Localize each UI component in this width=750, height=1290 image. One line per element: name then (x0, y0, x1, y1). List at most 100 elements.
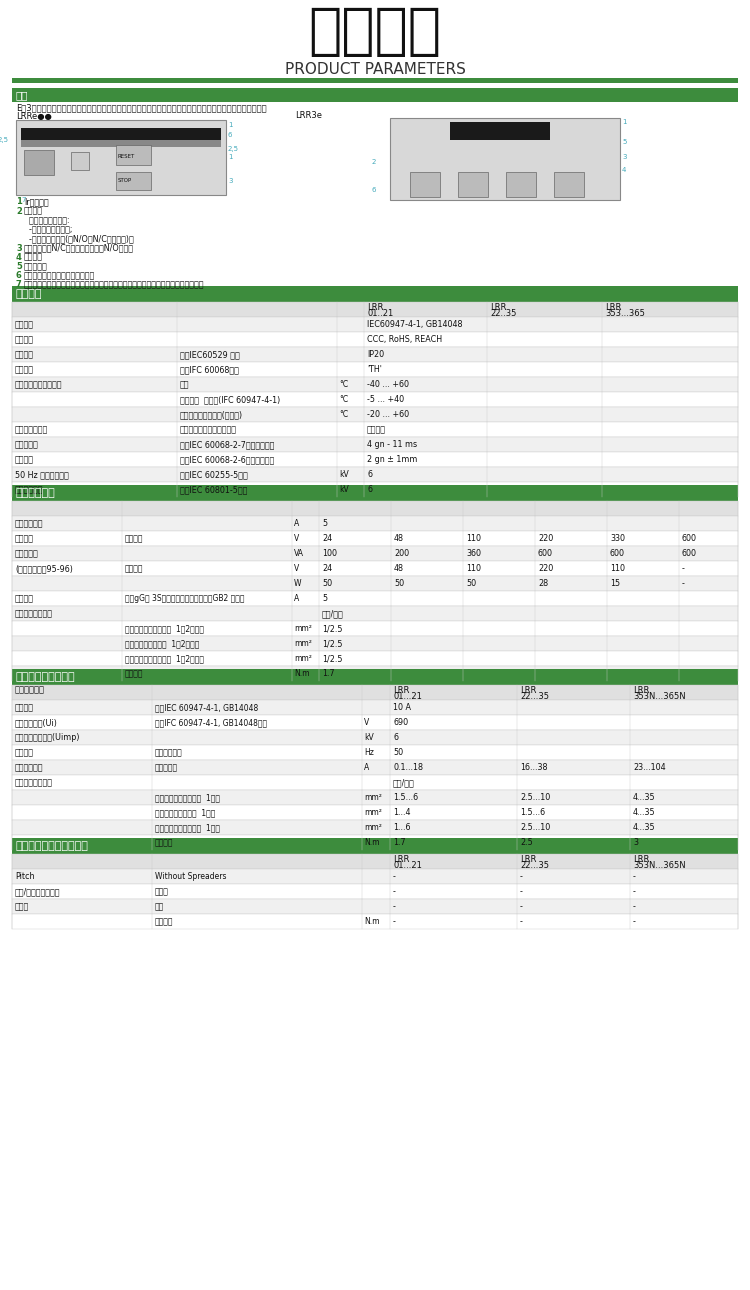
Bar (12, 700, 738, 715)
Text: 以正常的垂直安装板为参照: 以正常的垂直安装板为参照 (180, 424, 237, 433)
Text: N.m: N.m (294, 670, 310, 679)
Text: CCC, RoHS, REACH: CCC, RoHS, REACH (367, 335, 442, 344)
Text: PRODUCT PARAMETERS: PRODUCT PARAMETERS (284, 62, 466, 77)
Bar (12, 408, 738, 422)
Bar (12, 730, 738, 746)
Text: 5: 5 (322, 593, 327, 602)
Bar (12, 485, 738, 501)
Text: -: - (633, 917, 636, 926)
Text: 防护等级: 防护等级 (15, 350, 34, 359)
Text: LRR: LRR (393, 685, 410, 694)
Bar (12, 77, 738, 83)
Text: -模拟继电器脱扣(使N/O和N/C触点动作)。: -模拟继电器脱扣(使N/O和N/C触点动作)。 (24, 235, 134, 244)
Bar (410, 172, 440, 197)
Bar (12, 884, 738, 899)
Text: 抗冲击性能: 抗冲击性能 (15, 440, 39, 449)
Text: 01...21: 01...21 (393, 860, 422, 869)
Text: 取决于型号: 取决于型号 (155, 762, 178, 771)
Text: LRR: LRR (633, 854, 650, 863)
Text: 约定发热电流: 约定发热电流 (15, 519, 44, 528)
Text: A: A (294, 593, 299, 602)
Text: 6: 6 (16, 271, 22, 280)
Text: 15: 15 (610, 579, 620, 588)
Text: °C: °C (339, 395, 348, 404)
Text: 类型: 类型 (155, 902, 164, 911)
Bar (12, 561, 738, 577)
Text: 额定绝缘电压(Ui): 额定绝缘电压(Ui) (15, 719, 58, 728)
Bar (12, 666, 738, 681)
Text: 产品参数: 产品参数 (308, 5, 442, 59)
Bar (12, 651, 738, 666)
Text: 50: 50 (322, 579, 332, 588)
Bar (12, 820, 738, 835)
Text: 工作环境: 工作环境 (16, 289, 43, 299)
Bar (12, 392, 738, 408)
Text: 螺钉夹紧端子接线: 螺钉夹紧端子接线 (15, 609, 53, 618)
Bar (12, 451, 738, 467)
Text: 3: 3 (633, 838, 638, 848)
Text: 最大功耗: 最大功耗 (15, 534, 34, 543)
Text: -: - (633, 872, 636, 881)
Text: 1: 1 (228, 154, 232, 160)
Text: 短路保护: 短路保护 (15, 593, 34, 602)
Text: 不带接线端子的硬导线  1或2根导线: 不带接线端子的硬导线 1或2根导线 (125, 654, 204, 663)
Text: 符合IEC 60947-4-1, GB14048: 符合IEC 60947-4-1, GB14048 (155, 703, 258, 712)
Text: 2 gn ± 1mm: 2 gn ± 1mm (367, 455, 417, 464)
Bar (450, 123, 550, 141)
Text: -5 ... +40: -5 ... +40 (367, 395, 404, 404)
Text: 3: 3 (228, 178, 232, 184)
Text: 'TH': 'TH' (367, 365, 382, 374)
Text: A: A (364, 762, 369, 771)
Text: 50: 50 (394, 579, 404, 588)
Text: 360: 360 (466, 550, 481, 559)
Text: 48: 48 (394, 534, 404, 543)
Bar (16, 120, 226, 195)
Bar (12, 467, 738, 482)
Bar (12, 422, 738, 437)
Text: 符合IEC 60255-5标准: 符合IEC 60255-5标准 (180, 470, 248, 479)
Text: 2.5: 2.5 (520, 838, 532, 848)
Text: 4: 4 (16, 253, 22, 262)
Text: 50: 50 (466, 579, 476, 588)
Text: 产品认证: 产品认证 (15, 335, 34, 344)
Text: 手动或自动复位选择开关。在手动位置接供保护盖，将其设定到自动位置时务必谨慎。: 手动或自动复位选择开关。在手动位置接供保护盖，将其设定到自动位置时务必谨慎。 (24, 280, 205, 289)
Text: 螺钉夹紧端子接线: 螺钉夹紧端子接线 (15, 778, 53, 787)
Text: 22..35: 22..35 (490, 308, 516, 317)
Text: -: - (520, 872, 523, 881)
Text: LRRe●●: LRRe●● (16, 111, 52, 120)
Bar (12, 377, 738, 392)
Text: -40 ... +60: -40 ... +60 (367, 381, 409, 390)
Text: 2,5: 2,5 (228, 146, 239, 152)
Bar (12, 685, 738, 700)
Text: 最小/最大: 最小/最大 (393, 778, 415, 787)
Text: 辅助触点特性: 辅助触点特性 (16, 488, 55, 498)
Text: 220: 220 (538, 534, 554, 543)
Text: 4 gn - 11 ms: 4 gn - 11 ms (367, 440, 417, 449)
Bar (12, 302, 738, 317)
Text: 电流设定范围: 电流设定范围 (15, 762, 44, 771)
Bar (24, 150, 54, 175)
Text: 600: 600 (610, 550, 625, 559)
Text: 5: 5 (16, 262, 22, 271)
Bar (12, 670, 738, 685)
Text: -: - (393, 872, 396, 881)
Text: 1/2.5: 1/2.5 (322, 624, 343, 633)
Bar (12, 347, 738, 362)
Text: 353N...365N: 353N...365N (633, 860, 686, 869)
Text: 直流电源: 直流电源 (125, 564, 143, 573)
Text: 48: 48 (394, 564, 404, 573)
Text: 1.5...6: 1.5...6 (393, 793, 418, 802)
Text: mm²: mm² (294, 639, 312, 648)
Text: 7: 7 (16, 280, 22, 289)
Text: Without Spreaders: Without Spreaders (155, 872, 226, 881)
Text: 抗震性能: 抗震性能 (15, 455, 34, 464)
Text: 4...35: 4...35 (633, 793, 656, 802)
Text: 频率限制: 频率限制 (15, 748, 34, 757)
Text: 停止按钮。使N/C触点动作，不影响N/O触点。: 停止按钮。使N/C触点动作，不影响N/O触点。 (24, 244, 134, 253)
Text: -: - (393, 917, 396, 926)
Text: 存放: 存放 (180, 381, 190, 390)
Text: 16...38: 16...38 (520, 762, 548, 771)
Text: 符合IEC 60801-5标准: 符合IEC 60801-5标准 (180, 485, 248, 494)
Text: 690: 690 (393, 719, 408, 728)
Text: N.m: N.m (364, 917, 380, 926)
